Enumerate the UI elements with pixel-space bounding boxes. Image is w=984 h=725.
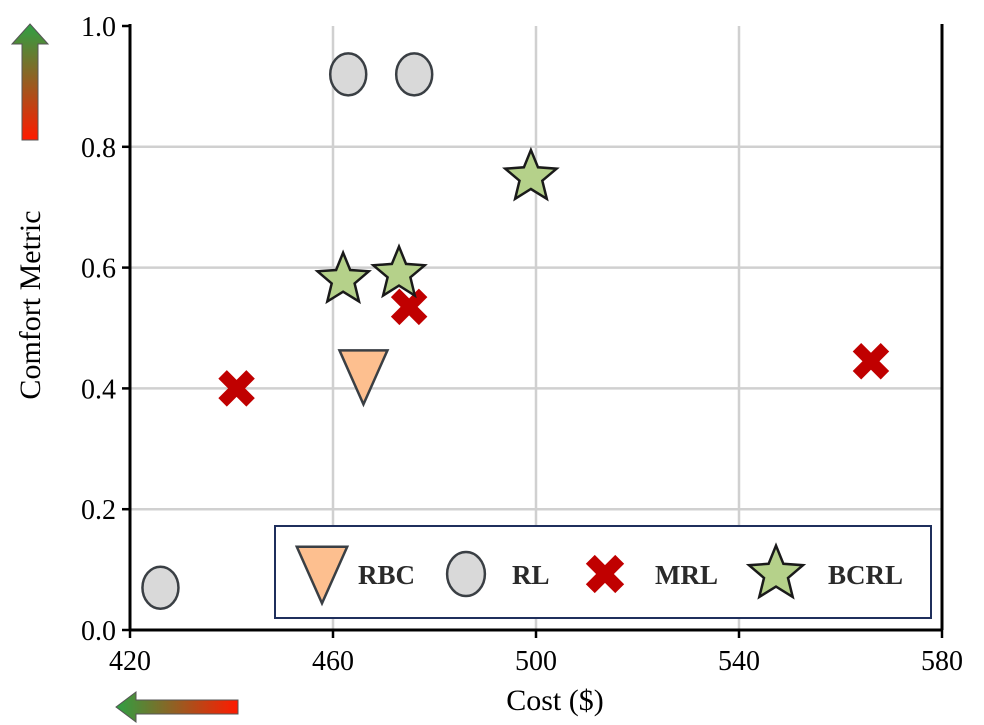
y-tick-label: 0.4 bbox=[81, 374, 116, 405]
point-mrl bbox=[218, 370, 255, 407]
point-mrl bbox=[852, 342, 890, 380]
point-bcrl bbox=[370, 243, 428, 299]
x-tick-label: 500 bbox=[515, 646, 557, 677]
tick-labels: 420 460 500 540 580 0.0 0.2 0.4 0.6 0.8 1.0 bbox=[81, 12, 963, 677]
y-tick-label: 1.0 bbox=[81, 12, 116, 43]
legend-label-bcrl: BCRL bbox=[828, 560, 903, 590]
legend-marker-mrl bbox=[585, 554, 625, 594]
legend-marker-rbc bbox=[294, 545, 350, 607]
legend-marker-bcrl bbox=[745, 542, 807, 600]
x-tick-label: 420 bbox=[109, 646, 151, 677]
cost-left-arrow-icon bbox=[115, 691, 239, 723]
x-tick-label: 580 bbox=[921, 646, 963, 677]
data-points bbox=[141, 52, 890, 610]
x-tick-label: 540 bbox=[718, 646, 760, 677]
y-axis-title: Comfort Metric bbox=[14, 210, 47, 399]
point-bcrl bbox=[502, 146, 560, 202]
point-rbc bbox=[337, 349, 390, 408]
x-tick-label: 460 bbox=[312, 646, 354, 677]
legend-label-mrl: MRL bbox=[655, 560, 718, 590]
legend-marker-rl bbox=[445, 550, 487, 598]
point-rl bbox=[141, 565, 180, 610]
grid bbox=[130, 26, 942, 630]
y-tick-label: 0.0 bbox=[81, 616, 116, 647]
y-tick-label: 0.6 bbox=[81, 254, 116, 285]
y-tick-label: 0.2 bbox=[81, 495, 116, 526]
axes bbox=[122, 24, 944, 638]
y-tick-label: 0.8 bbox=[81, 133, 116, 164]
point-rl bbox=[328, 52, 368, 97]
legend-label-rbc: RBC bbox=[358, 560, 415, 590]
legend-label-rl: RL bbox=[512, 560, 550, 590]
legend: RBC RL MRL BCRL bbox=[274, 525, 932, 619]
point-rl bbox=[394, 52, 434, 97]
point-mrl bbox=[390, 288, 428, 326]
x-axis-title: Cost ($) bbox=[506, 684, 604, 717]
comfort-up-arrow-icon bbox=[10, 23, 50, 141]
point-bcrl bbox=[314, 249, 372, 305]
